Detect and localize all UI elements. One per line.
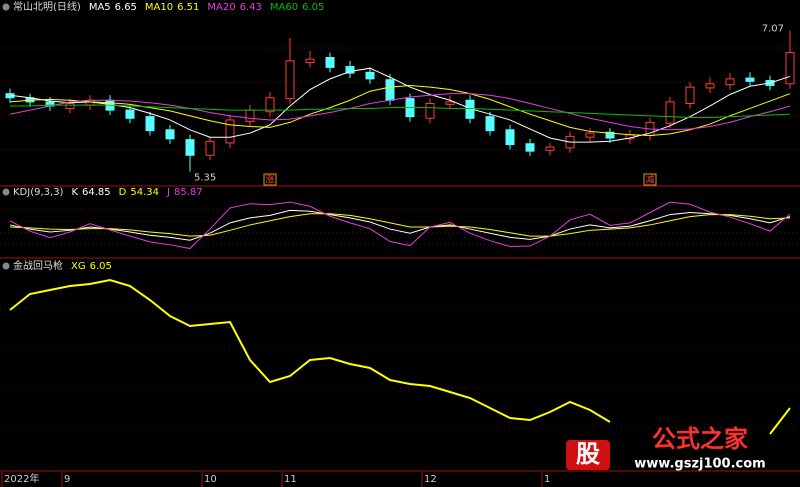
legend-value: 85.87 [174, 187, 203, 198]
legend-name: K [71, 187, 78, 198]
candle-body [225, 119, 235, 144]
candle-body [145, 116, 155, 132]
watermark-name: 公式之家 [652, 425, 748, 453]
candle-body [705, 83, 715, 89]
candle-body [385, 79, 395, 101]
x-tick-label: 9 [64, 474, 70, 485]
candle-body [325, 57, 335, 68]
candle-body [725, 78, 735, 86]
candle-body [365, 71, 375, 80]
candle-body [525, 143, 535, 152]
legend-value: 6.43 [240, 2, 262, 13]
event-marker: 涨 [265, 175, 274, 186]
candle-body [125, 109, 135, 119]
legend-value: 6.51 [177, 2, 199, 13]
candle-body [545, 146, 555, 151]
candle-body [605, 131, 615, 139]
series-line [9, 93, 791, 131]
event-marker-box [263, 173, 277, 186]
candle-body [585, 132, 595, 138]
series-line [9, 278, 791, 435]
series-line [9, 201, 791, 250]
watermark-url: www.gszj100.com [634, 457, 765, 472]
candle-body [245, 109, 255, 123]
x-tick-label: 10 [204, 474, 217, 485]
candle-body [205, 140, 215, 156]
legend-value: 6.05 [302, 2, 324, 13]
x-tick-label: 12 [424, 474, 437, 485]
candle-body [485, 116, 495, 132]
series-line [10, 104, 791, 118]
candle-body [685, 86, 695, 105]
candle-body [305, 58, 315, 63]
legend-name: MA5 [89, 2, 111, 13]
candle-body [505, 129, 515, 146]
candle-body [185, 139, 195, 156]
legend-name: J [166, 187, 170, 198]
low-annotation: 5.35 [194, 173, 216, 184]
candle-body [665, 101, 675, 124]
legend-name: MA10 [145, 2, 173, 13]
legend-name: XG [71, 261, 86, 272]
legend-value: 6.65 [115, 2, 137, 13]
panel-title: KDJ(9,3,3) [13, 187, 64, 198]
panel-frames [0, 185, 800, 472]
legend-value: 6.05 [90, 261, 112, 272]
header-icon [2, 188, 10, 196]
candle-body [785, 52, 795, 85]
series-line [9, 209, 791, 241]
header-icon [2, 262, 10, 270]
x-tick-label: 11 [284, 474, 297, 485]
candle-body [345, 66, 355, 74]
high-annotation: 7.07 [762, 23, 784, 34]
header-icon [2, 3, 10, 11]
legend-value: 64.85 [82, 187, 111, 198]
candle-body [745, 77, 755, 82]
panel-title: 常山北明(日线) [13, 0, 81, 13]
legend-value: 54.34 [130, 187, 159, 198]
event-marker-box [643, 173, 657, 186]
legend-name: MA20 [207, 2, 235, 13]
panel-title: 金战回马枪 [13, 259, 63, 272]
event-marker: 减 [645, 174, 654, 186]
x-tick-label: 1 [544, 474, 550, 485]
candle-body [265, 97, 275, 113]
candle-body [165, 129, 175, 140]
x-tick-label: 2022年 [4, 472, 39, 485]
watermark-logo: 股 [576, 440, 600, 468]
watermark-logo-box [566, 440, 610, 470]
legend-name: D [119, 187, 127, 198]
watermark: 股 公式之家 www.gszj100.com [566, 425, 766, 472]
candle-body [285, 60, 295, 100]
candle-body [425, 103, 435, 119]
candle-body [445, 101, 455, 105]
series-line [9, 213, 791, 237]
candle-body [65, 103, 75, 109]
legend-name: MA60 [270, 2, 298, 13]
